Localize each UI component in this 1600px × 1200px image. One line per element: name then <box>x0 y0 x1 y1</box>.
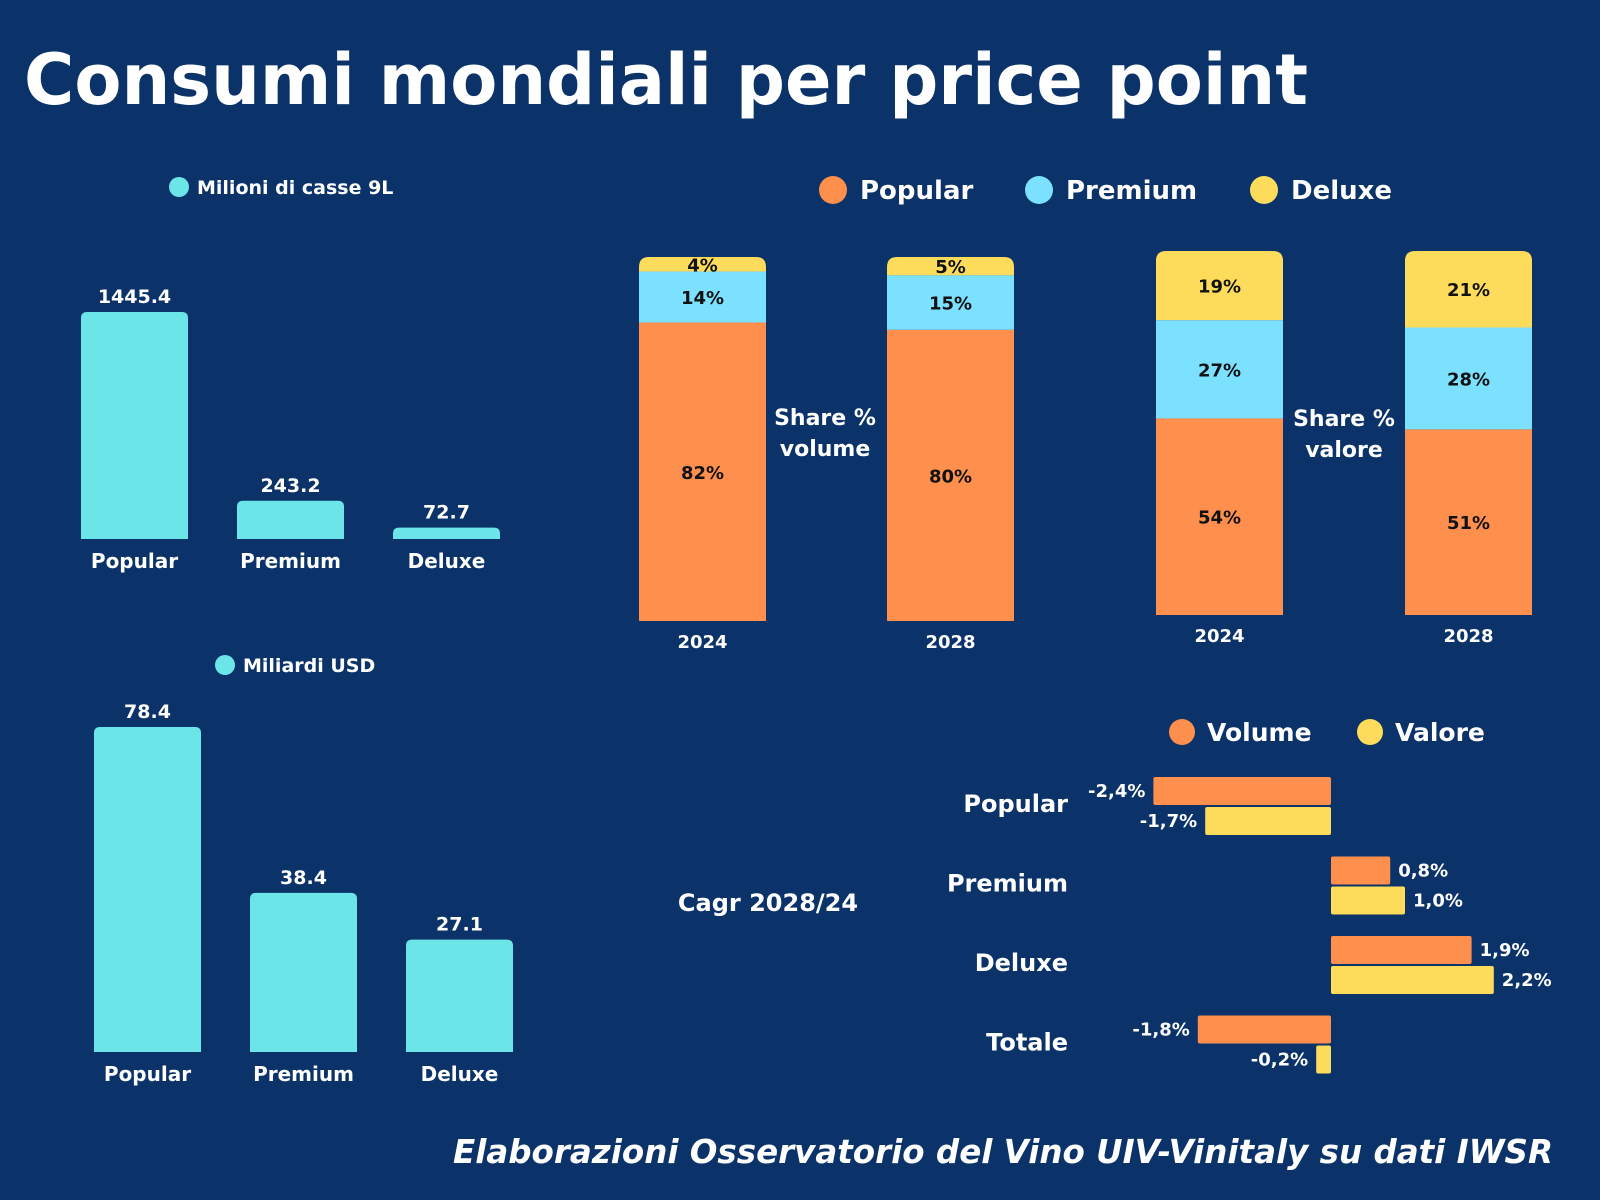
cagr-bar-valore <box>1331 966 1494 994</box>
bar-value-label: 1445.4 <box>98 286 171 308</box>
cagr-value-label: 0,8% <box>1398 861 1448 882</box>
legend-dot-popular <box>819 176 847 204</box>
legend-label: Milioni di casse 9L <box>197 177 393 199</box>
page-title: Consumi mondiali per price point <box>24 39 1308 121</box>
segment-popular <box>887 329 1014 621</box>
legend-dot <box>215 655 235 675</box>
legend-label: Deluxe <box>1291 176 1392 206</box>
category-label: Premium <box>253 1062 354 1086</box>
cagr-label: Cagr 2028/24 <box>678 889 858 917</box>
legend-dot-premium <box>1025 176 1053 204</box>
cagr-bar-valore <box>1316 1045 1331 1074</box>
share-label: volume <box>780 437 871 462</box>
segment-label: 80% <box>929 466 972 487</box>
category-label: Premium <box>947 870 1068 898</box>
segment-deluxe <box>1156 251 1283 321</box>
segment-popular <box>1156 418 1283 615</box>
segment-popular <box>639 322 766 621</box>
segment-label: 14% <box>681 288 724 309</box>
bar-value-label: 72.7 <box>423 502 470 524</box>
cagr-value-label: -2,4% <box>1088 781 1145 802</box>
bar-value-label: 78.4 <box>124 701 171 723</box>
source-footer: Elaborazioni Osservatorio del Vino UIV-V… <box>453 1132 1553 1171</box>
segment-label: 28% <box>1447 369 1490 390</box>
cagr-value-label: -1,7% <box>1140 811 1197 832</box>
segment-label: 27% <box>1198 360 1241 381</box>
legend-dot-deluxe <box>1250 176 1278 204</box>
segment-deluxe <box>1405 251 1532 328</box>
bar-deluxe <box>406 939 513 1052</box>
segment-label: 15% <box>929 294 972 315</box>
segment-label: 21% <box>1447 280 1490 301</box>
bar-popular <box>81 312 188 539</box>
cagr-bar-valore <box>1205 807 1331 835</box>
bar-premium <box>237 500 344 539</box>
segment-label: 51% <box>1447 513 1490 534</box>
segment-premium <box>1405 327 1532 430</box>
category-label: Deluxe <box>408 549 486 573</box>
legend-dot-volume <box>1169 719 1195 745</box>
cagr-value-label: -1,8% <box>1132 1020 1189 1041</box>
legend-label: Premium <box>1066 176 1197 206</box>
bar-premium <box>250 892 357 1052</box>
cagr-bar-volume <box>1153 777 1331 805</box>
bar-value-label: 27.1 <box>436 914 483 936</box>
year-label: 2024 <box>1194 626 1244 647</box>
legend-label: Valore <box>1395 718 1485 747</box>
cagr-bar-volume <box>1331 936 1472 964</box>
segment-label: 19% <box>1198 277 1241 298</box>
bar-value-label: 243.2 <box>260 475 320 497</box>
segment-deluxe <box>639 257 766 272</box>
share-label: valore <box>1305 438 1383 463</box>
bar-popular <box>94 727 201 1052</box>
cagr-bar-volume <box>1197 1015 1331 1044</box>
category-label: Deluxe <box>421 1062 499 1086</box>
share-label: Share % <box>774 406 876 431</box>
legend-label: Popular <box>860 176 973 206</box>
category-label: Premium <box>240 549 341 573</box>
category-label: Popular <box>91 549 178 573</box>
segment-premium <box>1156 320 1283 419</box>
year-label: 2028 <box>1443 626 1493 647</box>
cagr-value-label: 2,2% <box>1502 970 1552 991</box>
share-label: Share % <box>1293 407 1395 432</box>
segment-label: 54% <box>1198 508 1241 529</box>
year-label: 2028 <box>925 632 975 653</box>
year-label: 2024 <box>677 632 727 653</box>
legend-label: Miliardi USD <box>243 655 375 677</box>
category-label: Popular <box>104 1062 191 1086</box>
legend-dot-valore <box>1357 719 1383 745</box>
bar-deluxe <box>393 527 500 539</box>
category-label: Popular <box>963 790 1068 818</box>
bar-value-label: 38.4 <box>280 867 327 889</box>
category-label: Deluxe <box>975 949 1068 977</box>
segment-label: 82% <box>681 463 724 484</box>
legend-label: Volume <box>1207 718 1312 747</box>
segment-popular <box>1405 429 1532 615</box>
segment-deluxe <box>887 257 1014 276</box>
segment-label: 4% <box>687 255 718 276</box>
segment-label: 5% <box>935 257 966 278</box>
cagr-bar-valore <box>1331 886 1405 915</box>
category-label: Totale <box>986 1029 1068 1057</box>
cagr-bar-volume <box>1331 856 1391 885</box>
cagr-value-label: 1,9% <box>1480 940 1530 961</box>
cagr-value-label: -0,2% <box>1251 1050 1308 1071</box>
cagr-value-label: 1,0% <box>1413 891 1463 912</box>
segment-premium <box>639 271 766 323</box>
legend-dot <box>169 177 189 197</box>
segment-premium <box>887 275 1014 330</box>
